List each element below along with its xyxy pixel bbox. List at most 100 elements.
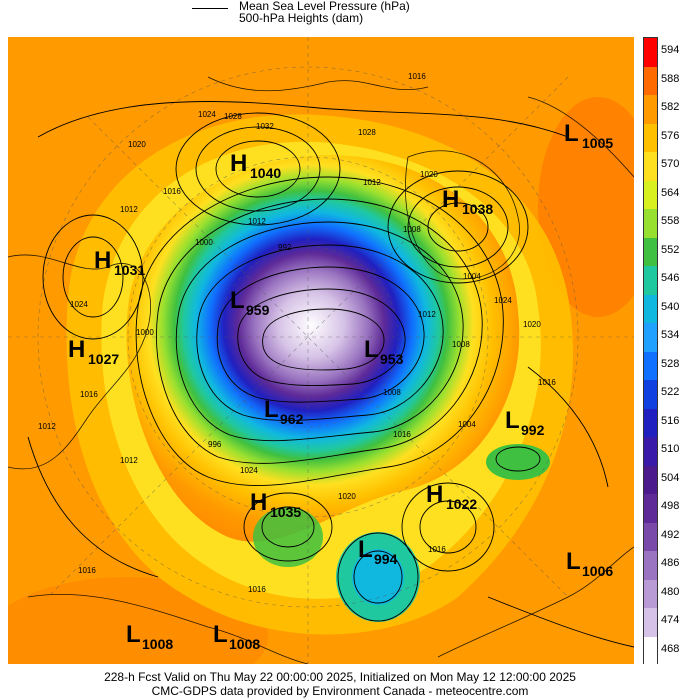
low-1005-value: 1005: [582, 135, 613, 151]
high-1035-region: [253, 507, 323, 567]
low-992-value: 992: [521, 422, 545, 438]
isobar-label: 1016: [393, 430, 411, 439]
isobar-label: 1012: [38, 422, 56, 431]
isobar-label: 1012: [418, 310, 436, 319]
low-1008-east-letter: L: [213, 621, 228, 648]
low-959-letter: L: [230, 287, 245, 314]
isobar-label: 1024: [494, 296, 512, 305]
colorbar-segment: [644, 351, 657, 381]
isobar-label: 1032: [256, 122, 274, 131]
colorbar-label: 534: [661, 329, 680, 342]
colorbar-segment: [644, 408, 657, 438]
isobar-label: 1020: [338, 492, 356, 501]
legend-heights-label: 500-hPa Heights (dam): [239, 11, 364, 25]
map-legend: Mean Sea Level Pressure (hPa) 500-hPa He…: [192, 0, 492, 30]
low-1006-value: 1006: [582, 563, 613, 579]
isobar-label: 1024: [198, 110, 216, 119]
low-953-letter: L: [364, 336, 379, 363]
high-1027-letter: H: [68, 336, 85, 363]
isobar-label: 1008: [452, 340, 470, 349]
low-994-core: [352, 549, 404, 605]
colorbar-label: 522: [661, 386, 680, 399]
colorbar-segment: [644, 522, 657, 552]
low-1008-west-letter: L: [126, 621, 141, 648]
high-1038-letter: H: [442, 186, 459, 213]
low-994-letter: L: [358, 536, 373, 563]
colorbar-segment: [644, 494, 657, 523]
low-1006-letter: L: [566, 548, 581, 575]
colorbar-label: 540: [661, 300, 680, 313]
isobar-label: 1016: [408, 72, 426, 81]
colorbar-segment: [644, 66, 657, 96]
colorbar-segment: [644, 608, 657, 637]
colorbar-label: 576: [661, 129, 680, 142]
colorbar-segment: [644, 551, 657, 580]
low-992-letter: L: [505, 407, 520, 434]
coastlines: [8, 76, 634, 664]
colorbar-label: 546: [661, 272, 680, 285]
low-953-value: 953: [380, 351, 404, 367]
colorbar-segment: [644, 237, 657, 267]
warm-region-east: [538, 97, 634, 317]
height-colorbar: [643, 37, 658, 666]
colorbar-label: 552: [661, 243, 680, 256]
isobar-label: 1020: [128, 140, 146, 149]
isobar-label: 1004: [463, 272, 481, 281]
isobar-label: 1020: [420, 170, 438, 179]
colorbar-label: 594: [661, 44, 680, 57]
colorbar-label: 516: [661, 414, 680, 427]
pressure-systems: H 1040 H 1038 L 1005 H 1031 H 1027 L 959…: [68, 120, 613, 652]
isobar-label: 1012: [248, 217, 266, 226]
colorbar-label: 588: [661, 72, 680, 85]
colorbar-label: 504: [661, 471, 680, 484]
isobar-label: 1028: [358, 128, 376, 137]
high-1040-value: 1040: [250, 165, 281, 181]
forecast-valid-text: 228-h Fcst Valid on Thu May 22 00:00:00 …: [104, 670, 576, 684]
isobar-label: 1008: [403, 225, 421, 234]
isobar-label: 996: [208, 440, 222, 449]
legend-mslp-label: Mean Sea Level Pressure (hPa): [239, 0, 410, 13]
high-1031-letter: H: [94, 247, 111, 274]
data-credit-text: CMC-GDPS data provided by Environment Ca…: [151, 684, 529, 698]
colorbar-segment: [644, 152, 657, 181]
isobar-label: 1016: [78, 566, 96, 575]
colorbar-label: 474: [661, 614, 680, 627]
colorbar-segment: [644, 180, 657, 210]
low-1008-east-value: 1008: [229, 636, 260, 652]
isobar-label: 1016: [163, 187, 181, 196]
colorbar-label: 528: [661, 357, 680, 370]
low-1005-letter: L: [564, 120, 579, 147]
isobar-label: 992: [278, 243, 292, 252]
high-1040-letter: H: [230, 150, 247, 177]
isobar-label: 1028: [224, 112, 242, 121]
isobar-label: 1004: [458, 420, 476, 429]
polar-vortex: [126, 155, 520, 542]
isobar-label: 1000: [195, 238, 213, 247]
isobar-label: 1024: [70, 300, 88, 309]
colorbar-label: 570: [661, 158, 680, 171]
isobar-label: 1016: [428, 545, 446, 554]
isobar-legend-line: [192, 8, 228, 9]
colorbar-label: 468: [661, 642, 680, 655]
isobar-labels: 1016 1024 1028 1032 1020 1016 1012 1020 …: [38, 72, 556, 594]
colorbar-segment: [644, 380, 657, 409]
isobars: [27, 101, 634, 648]
isobar-label: 1012: [363, 178, 381, 187]
isobar-label: 1020: [523, 320, 541, 329]
high-1027-value: 1027: [88, 351, 119, 367]
colorbar-segment: [644, 209, 657, 238]
colorbar-segment: [644, 323, 657, 352]
colorbar-segment: [644, 38, 657, 67]
colorbar-label: 558: [661, 215, 680, 228]
low-959-value: 959: [246, 302, 270, 318]
isobar-label: 1012: [120, 456, 138, 465]
high-1038-value: 1038: [462, 201, 493, 217]
isobar-label: 1016: [538, 378, 556, 387]
colorbar-label: 498: [661, 500, 680, 513]
high-1022-letter: H: [426, 481, 443, 508]
graticule: [8, 37, 634, 664]
isobar-label: 1024: [240, 466, 258, 475]
colorbar-label: 486: [661, 557, 680, 570]
low-1008-west-value: 1008: [142, 636, 173, 652]
high-1022-value: 1022: [446, 496, 477, 512]
